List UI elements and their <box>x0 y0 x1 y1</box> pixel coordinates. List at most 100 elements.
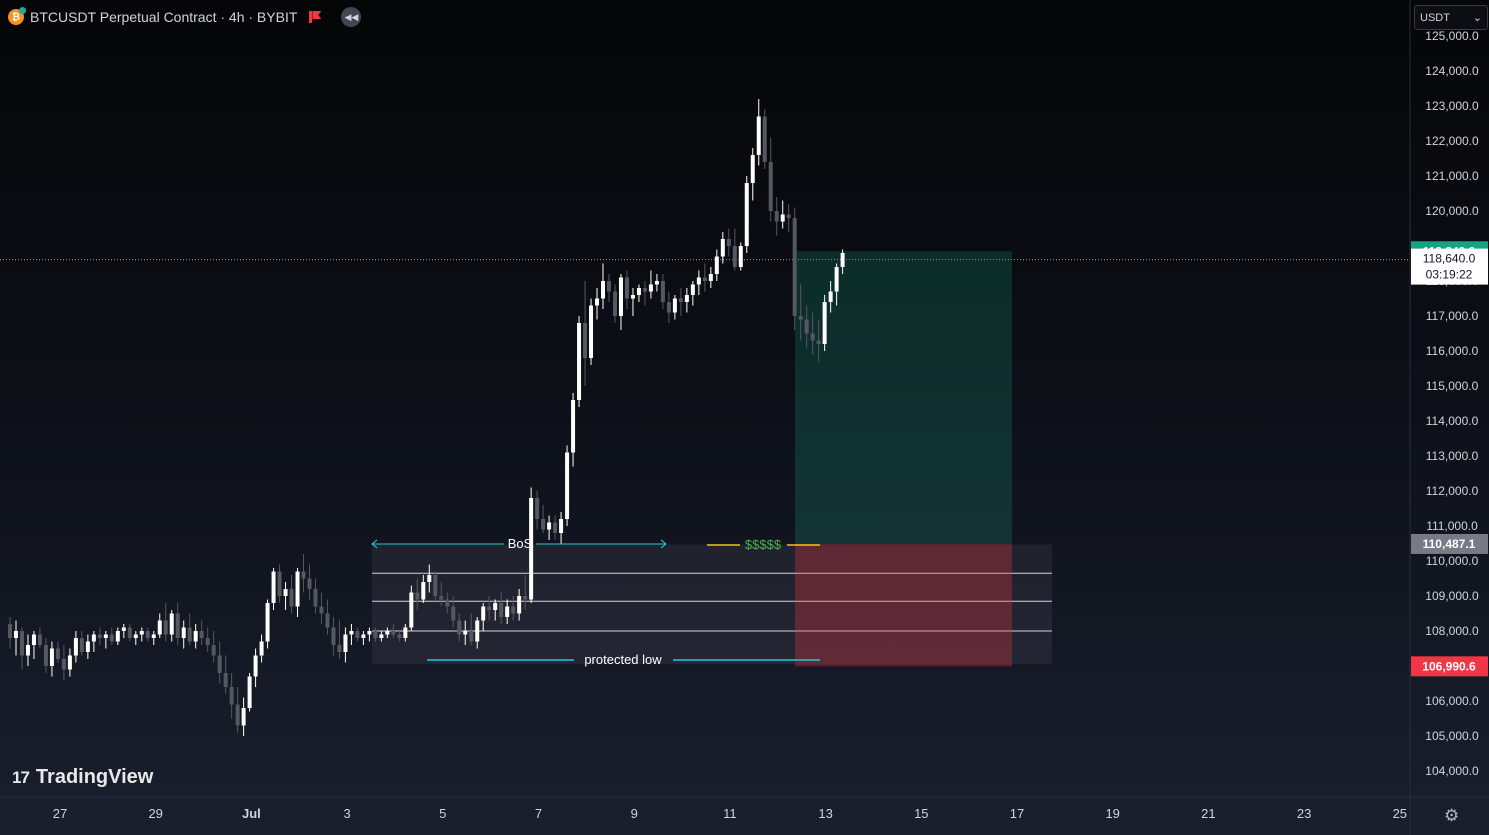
candle-body <box>469 631 474 642</box>
candle-body <box>547 522 552 530</box>
x-tick-label: 19 <box>1105 806 1119 821</box>
candle-body <box>732 246 737 267</box>
entry-price-tag-bg <box>1411 533 1488 554</box>
candle-body <box>768 162 773 211</box>
liquidity-label: $$$$$ <box>745 537 782 552</box>
candle-body <box>343 634 348 652</box>
candle-body <box>169 613 174 635</box>
candle-body <box>55 648 60 659</box>
y-tick-label: 110,000.0 <box>1426 554 1479 568</box>
y-tick-label: 105,000.0 <box>1425 729 1479 743</box>
candle-body <box>67 655 72 670</box>
candle-body <box>648 284 653 292</box>
flag-icon[interactable] <box>309 11 321 23</box>
y-tick-label: 111,000.0 <box>1426 519 1478 533</box>
candle-body <box>235 704 240 726</box>
y-tick-label: 104,000.0 <box>1425 764 1479 778</box>
candle-body <box>355 631 360 638</box>
candle-body <box>97 634 102 638</box>
candle-body <box>601 281 606 299</box>
candle-body <box>696 277 701 285</box>
candle-body <box>265 603 270 642</box>
x-tick-label: 27 <box>53 806 67 821</box>
candle-body <box>684 295 689 302</box>
stop-price-tag-bg <box>1411 656 1488 677</box>
candle-body <box>798 316 803 320</box>
candle-body <box>205 638 210 645</box>
candle-body <box>13 631 18 638</box>
candle-body <box>19 631 24 656</box>
y-tick-label: 120,000.0 <box>1425 204 1479 218</box>
bos-arrow-left <box>371 539 378 549</box>
symbol-title[interactable]: BTCUSDT Perpetual Contract · 4h · BYBIT <box>30 9 298 25</box>
candle-body <box>463 631 468 635</box>
candle-body <box>121 627 126 631</box>
candle-body <box>163 620 168 635</box>
stop-price-text: 106,990.6 <box>1422 659 1476 673</box>
candle-body <box>451 606 456 621</box>
candle-body <box>223 673 228 687</box>
candle-body <box>612 291 617 316</box>
candle-body <box>792 218 797 316</box>
candle-body <box>750 155 755 183</box>
currency-label: USDT <box>1420 11 1450 24</box>
candle-body <box>295 571 300 607</box>
protected-low-label: protected low <box>584 652 662 667</box>
candle-body <box>553 522 558 533</box>
candle-body <box>499 603 504 617</box>
stop-zone <box>795 543 1012 667</box>
x-tick-label: 29 <box>148 806 162 821</box>
candle-body <box>828 291 833 302</box>
candle-body <box>678 298 683 302</box>
candle-body <box>271 571 276 603</box>
candle-body <box>487 606 492 610</box>
y-tick-label: 106,000.0 <box>1425 694 1479 708</box>
candle-body <box>43 645 48 666</box>
candle-body <box>193 631 198 642</box>
rewind-icon[interactable]: ◀◀ <box>341 7 362 27</box>
candle-body <box>630 295 635 299</box>
candle-body <box>283 589 288 596</box>
x-tick-label: 17 <box>1010 806 1024 821</box>
gear-icon[interactable]: ⚙ <box>1444 806 1460 825</box>
candle-body <box>660 281 665 302</box>
candle-body <box>385 631 390 635</box>
candle-body <box>618 277 623 316</box>
candle-body <box>313 589 318 607</box>
candle-body <box>786 214 791 218</box>
target-zone <box>795 251 1012 544</box>
entry-price-text: 110,487.1 <box>1423 537 1476 551</box>
candle-body <box>445 599 450 607</box>
candle-body <box>595 298 600 306</box>
candle-body <box>211 645 216 656</box>
candle-body <box>642 288 647 292</box>
candle-body <box>361 634 366 638</box>
candle-body <box>433 575 438 596</box>
candle-body <box>756 116 761 155</box>
bos-arrow-right <box>660 539 667 549</box>
candle-body <box>61 659 66 670</box>
y-tick-label: 125,000.0 <box>1425 29 1479 43</box>
candle-body <box>403 627 408 638</box>
candle-body <box>654 281 659 285</box>
bos-label: BoS <box>508 536 533 551</box>
candle-body <box>816 340 821 344</box>
candle-body <box>331 627 336 645</box>
y-tick-label: 116,000.0 <box>1426 344 1479 358</box>
symbol-header: ₿ BTCUSDT Perpetual Contract · 4h · BYBI… <box>8 7 362 27</box>
candle-body <box>409 592 414 628</box>
candle-body <box>726 239 731 246</box>
currency-selector[interactable]: USDT ⌄ <box>1414 5 1488 30</box>
y-tick-label: 108,000.0 <box>1425 624 1479 638</box>
candle-body <box>834 267 839 292</box>
y-tick-label: 114,000.0 <box>1426 414 1479 428</box>
candle-body <box>277 571 282 596</box>
x-tick-label: 5 <box>439 806 446 821</box>
candle-body <box>481 606 486 621</box>
candle-body <box>636 288 641 295</box>
candle-body <box>337 645 342 652</box>
candle-body <box>25 645 30 656</box>
x-tick-label: 7 <box>535 806 542 821</box>
